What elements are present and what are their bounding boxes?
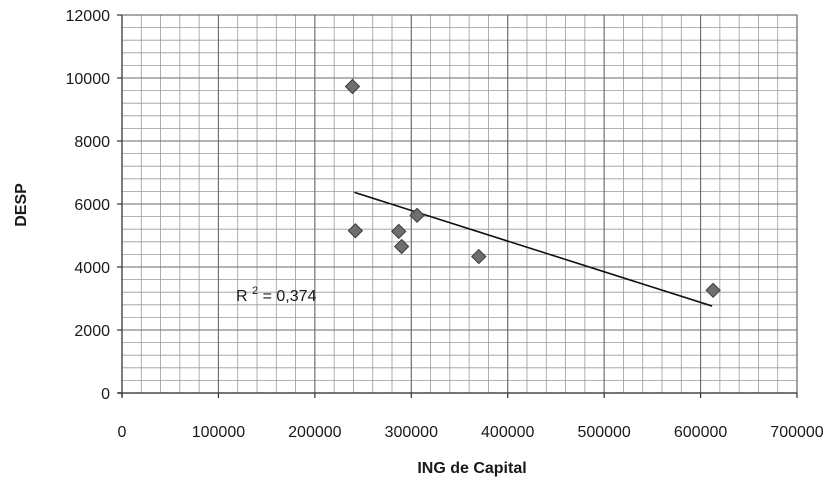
x-tick-labels: 0 100000 200000 300000 400000 500000 600000 700…: [118, 424, 824, 441]
r-squared-prefix: R: [236, 288, 248, 305]
x-tick-label: 400000: [481, 424, 534, 441]
data-points: [344, 78, 721, 299]
y-tick-label: 6000: [74, 197, 110, 214]
x-tick-label: 0: [118, 424, 127, 441]
y-tick-label: 12000: [66, 8, 111, 25]
data-point: [705, 282, 721, 299]
data-point: [393, 238, 410, 255]
y-tick-label: 10000: [66, 71, 111, 88]
y-tick-label: 2000: [74, 323, 110, 340]
x-axis-title: ING de Capital: [417, 460, 526, 477]
r-squared-superscript: 2: [252, 285, 258, 297]
y-tick-label: 0: [101, 386, 110, 403]
grid: [121, 14, 798, 394]
trendline-layer: [354, 191, 713, 307]
y-tick-label: 4000: [74, 260, 110, 277]
x-tick-label: 700000: [770, 424, 823, 441]
trendline: [354, 191, 713, 307]
x-tick-label: 600000: [674, 424, 727, 441]
axes: [117, 14, 798, 398]
r-squared-value: = 0,374: [263, 288, 317, 305]
x-tick-label: 500000: [577, 424, 630, 441]
data-point: [391, 223, 407, 240]
r-squared-annotation: R 2 = 0,374: [236, 281, 317, 305]
data-point: [347, 223, 364, 239]
x-tick-label: 100000: [192, 424, 245, 441]
y-tick-labels: 0 2000 4000 6000 8000 10000 12000: [66, 8, 111, 403]
y-axis-title: DESP: [13, 183, 30, 227]
data-point: [344, 78, 361, 95]
x-tick-label: 200000: [288, 424, 341, 441]
y-tick-label: 8000: [74, 134, 110, 151]
x-tick-label: 300000: [385, 424, 438, 441]
data-point: [409, 207, 425, 224]
data-point: [471, 248, 487, 265]
